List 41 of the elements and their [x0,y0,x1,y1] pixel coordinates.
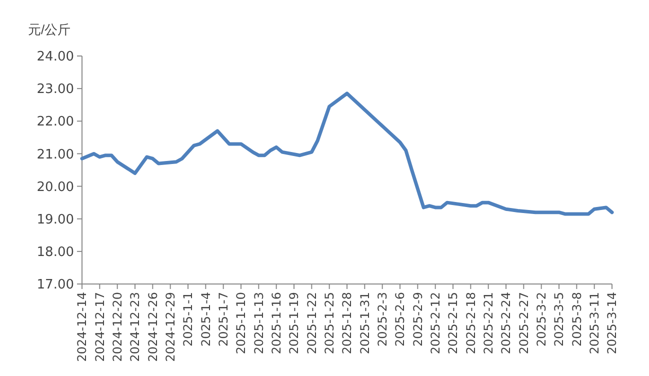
x-tick-label: 2024-12-29 [164,292,178,362]
y-tick-label: 24.00 [36,50,74,65]
x-tick-label: 2025-2-27 [516,292,531,354]
x-tick-label: 2025-2-15 [446,292,460,354]
x-tick-label: 2025-2-24 [499,292,514,354]
x-tick-label: 2024-12-23 [128,292,142,362]
y-tick-label: 17.00 [36,278,74,293]
y-axis-title: 元/公斤 [28,22,71,37]
x-tick-label: 2025-1-13 [252,292,266,354]
x-tick-label: 2025-1-19 [287,292,302,354]
x-tick-label: 2025-1-7 [216,292,231,346]
x-tick-label: 2024-12-26 [146,292,160,362]
x-tick-label: 2025-1-1 [181,292,196,346]
x-tick-label: 2025-2-9 [410,292,425,346]
x-tick-label: 2024-12-14 [75,292,90,362]
x-tick-label: 2025-3-11 [588,292,602,354]
x-tick-label: 2025-2-21 [482,292,496,354]
y-tick-label: 18.00 [36,244,74,260]
x-tick-label: 2025-2-12 [428,292,443,354]
x-tick-label: 2025-2-3 [376,292,390,346]
x-tick-label: 2025-1-25 [322,292,337,354]
x-tick-label: 2024-12-17 [92,292,107,362]
x-tick-label: 2025-1-10 [234,292,248,354]
x-tick-label: 2025-2-6 [393,292,408,346]
x-tick-label: 2024-12-20 [110,292,125,362]
y-tick-label: 21.00 [36,147,74,162]
x-tick-label: 2025-3-5 [552,292,566,346]
y-tick-label: 23.00 [36,82,74,98]
x-tick-label: 2025-1-4 [198,292,213,346]
x-tick-label: 2025-1-28 [340,292,354,354]
x-tick-label: 2025-3-2 [534,292,549,346]
x-tick-label: 2025-3-8 [570,292,584,346]
x-tick-label: 2025-1-22 [304,292,319,354]
x-tick-label: 2025-3-14 [605,292,620,354]
y-tick-label: 22.00 [36,114,74,130]
y-tick-label: 19.00 [36,212,74,228]
x-tick-label: 2025-1-31 [358,292,372,354]
line-series [80,92,614,216]
y-tick-label: 20.00 [36,180,74,195]
x-tick-label: 2025-2-18 [464,292,478,354]
x-tick-label: 2025-1-16 [270,292,284,354]
